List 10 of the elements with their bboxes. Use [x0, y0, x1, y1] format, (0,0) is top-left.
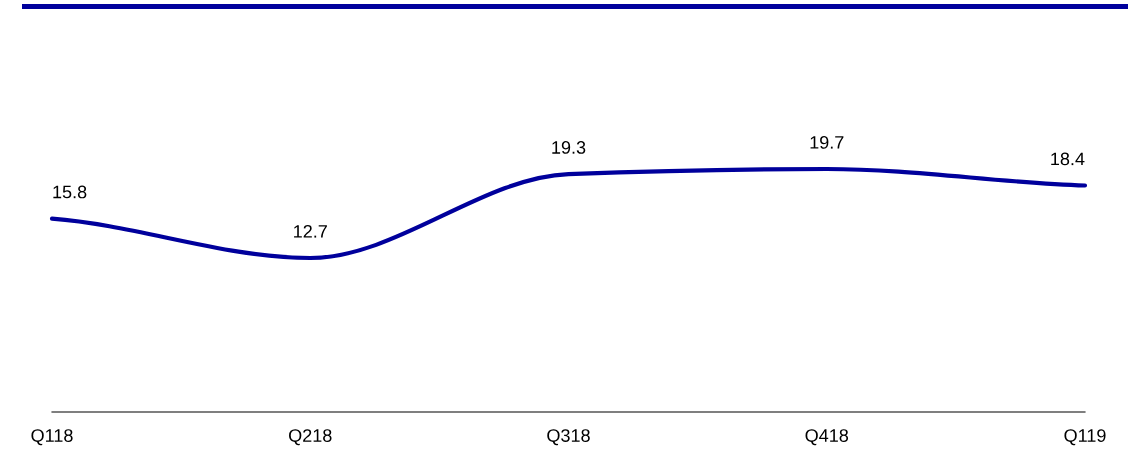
data-label: 19.3 [552, 141, 586, 154]
data-label: 12.7 [294, 224, 327, 238]
data-label: 15.8 [53, 185, 87, 199]
x-tick-label: Q118 [31, 429, 73, 446]
data-label: 18.4 [1051, 152, 1085, 166]
x-tick-label: Q218 [289, 429, 332, 446]
x-tick-label: Q119 [1064, 429, 1106, 446]
x-tick-label: Q418 [805, 429, 849, 446]
data-label: 19.7 [810, 135, 844, 149]
x-tick-label: Q318 [547, 429, 590, 446]
